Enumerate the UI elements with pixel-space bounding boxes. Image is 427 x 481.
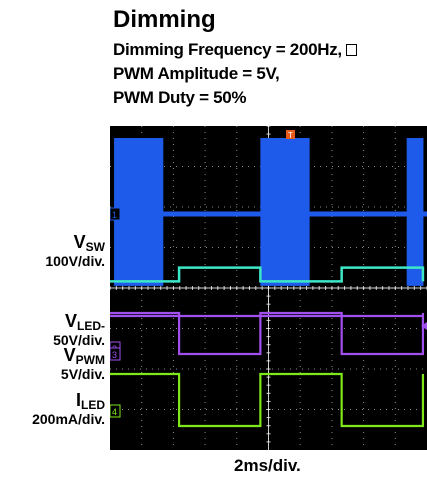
- x-axis-label: 2ms/div.: [234, 456, 301, 475]
- oscilloscope-plot: 1234T: [109, 125, 427, 450]
- channel-marker-3: [109, 347, 121, 361]
- subtitle-line-2: PWM Amplitude = 5V,: [113, 64, 280, 83]
- vsw-switching-burst: [260, 138, 278, 286]
- vled-label-sub: LED-: [77, 319, 105, 333]
- vsw-switching-burst: [130, 138, 148, 286]
- vpwm-label-main: V: [63, 345, 76, 365]
- vsw-switching-burst: [114, 138, 131, 286]
- trigger-marker-label: T: [288, 131, 293, 140]
- trigger-marker-icon: [286, 130, 295, 139]
- vsw-switching-burst: [146, 138, 164, 286]
- square-glyph-icon: [345, 44, 357, 56]
- channel-marker-label: 1: [112, 210, 117, 220]
- trace-line: [110, 372, 425, 428]
- subtitle-line-1: Dimming Frequency = 200Hz,: [113, 40, 357, 60]
- vsw-label: VSW 100V/div.: [45, 233, 105, 268]
- trace-vsw: [110, 138, 427, 286]
- vsw-scale: 100V/div.: [45, 253, 105, 269]
- iled-label-sub: LED: [81, 398, 105, 412]
- vled-label-main: V: [64, 311, 77, 331]
- vsw-switching-burst: [406, 138, 424, 286]
- iled-scale: 200mA/div.: [32, 411, 105, 427]
- trace-channel-2-teal-: [110, 266, 425, 283]
- trace-line: [110, 314, 425, 356]
- vpwm-scale: 5V/div.: [60, 366, 105, 382]
- vsw-switching-burst: [276, 138, 294, 286]
- vsw-label-sub: SW: [85, 240, 105, 254]
- vsw-switching-burst: [292, 138, 310, 286]
- channel-marker-4: [109, 404, 121, 418]
- trace-vled: [110, 311, 425, 318]
- subtitle-line-3: PWM Duty = 50%: [113, 88, 247, 107]
- channel-marker-label: 3: [112, 350, 117, 360]
- vled-label: VLED- 50V/div.: [53, 312, 105, 347]
- trace-vpwm: [110, 314, 425, 356]
- vled-scale: 50V/div.: [53, 332, 105, 348]
- channel-marker-label: 4: [112, 407, 117, 417]
- channel-marker-1: [109, 207, 121, 221]
- vpwm-label: VPWM 5V/div.: [61, 346, 105, 381]
- chart-title: Dimming: [113, 6, 216, 33]
- trace-line: [110, 311, 425, 318]
- vsw-label-main: V: [73, 232, 86, 252]
- iled-label: ILED 200mA/div.: [32, 391, 105, 426]
- iled-label-main: I: [75, 390, 81, 410]
- trace-iled: [110, 372, 425, 428]
- trace-line: [110, 266, 425, 283]
- vpwm-label-sub: PWM: [75, 353, 105, 367]
- subtitle-line-1-text: Dimming Frequency = 200Hz,: [113, 40, 342, 59]
- oscilloscope-screen: 1234T: [109, 125, 427, 450]
- trigger-level-arrow-icon: [421, 322, 427, 330]
